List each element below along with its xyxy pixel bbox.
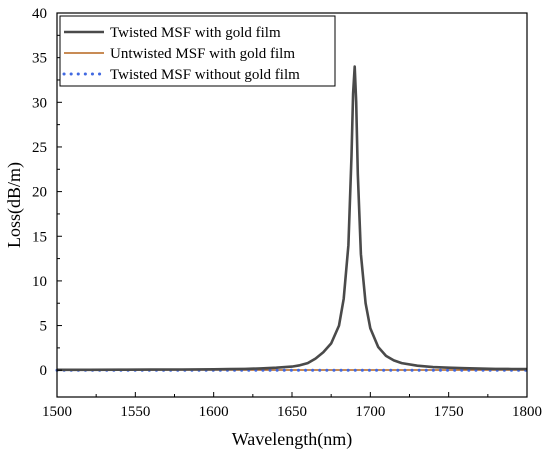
axis-ticks: 1500 1550 1600 1650 1700 1750 1800 0 5 10 15 20 25 30… [32, 6, 542, 420]
x-axis-title: Wavelength(nm) [232, 429, 353, 450]
x-tick-label: 1600 [199, 404, 229, 420]
x-tick-label: 1750 [434, 404, 464, 420]
y-tick-label: 0 [40, 363, 48, 379]
y-tick-label: 40 [32, 6, 47, 22]
x-tick-label: 1800 [512, 404, 542, 420]
series-line [57, 65, 528, 372]
legend-label: Untwisted MSF with gold film [110, 46, 295, 62]
y-axis-title: Loss(dB/m) [4, 162, 25, 248]
y-tick-label: 5 [40, 319, 48, 335]
x-tick-label: 1650 [277, 404, 307, 420]
y-tick-label: 25 [32, 140, 47, 156]
y-tick-label: 30 [32, 95, 47, 111]
plot-lines [55, 65, 529, 372]
y-tick-label: 35 [32, 51, 47, 67]
y-tick-label: 20 [32, 185, 47, 201]
legend-label: Twisted MSF with gold film [110, 25, 281, 41]
legend-box [59, 15, 336, 87]
y-tick-label: 10 [32, 274, 47, 290]
x-tick-label: 1500 [42, 404, 72, 420]
y-tick-label: 15 [32, 229, 47, 245]
x-tick-label: 1700 [355, 404, 385, 420]
x-tick-label: 1550 [120, 404, 150, 420]
legend-label: Twisted MSF without gold film [110, 67, 300, 83]
legend: Twisted MSF with gold film Untwisted MSF … [59, 15, 336, 87]
